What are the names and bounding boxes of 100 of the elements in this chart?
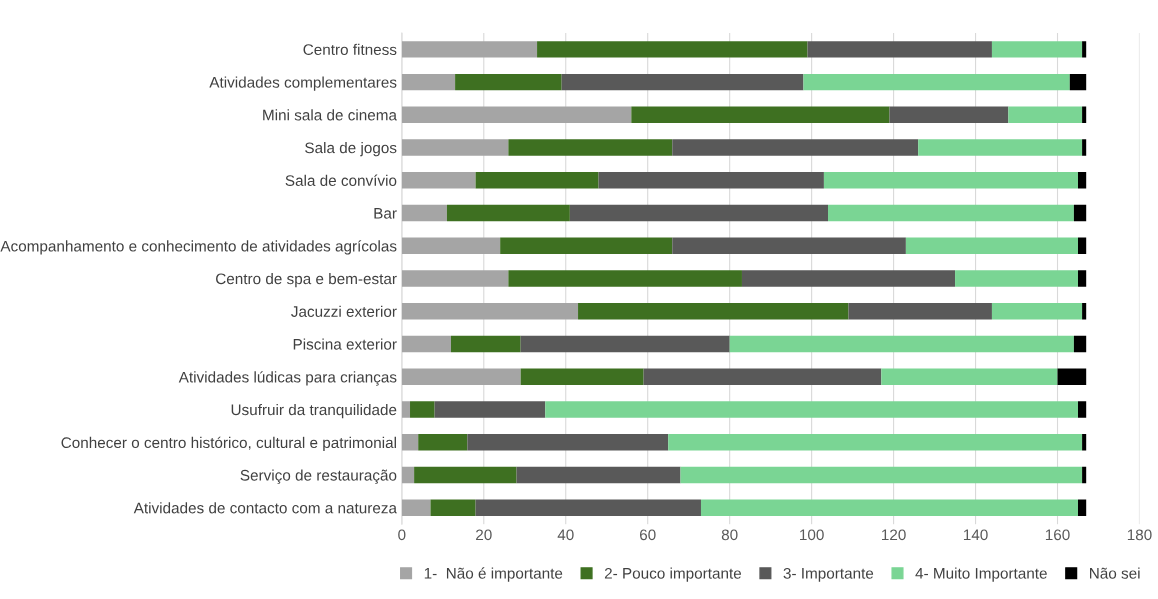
- x-tick-label: 180: [1127, 529, 1152, 541]
- bar: [455, 73, 562, 91]
- bar: [1082, 303, 1087, 320]
- bar: [807, 41, 992, 58]
- bar: [545, 401, 1078, 418]
- bar: [401, 41, 538, 58]
- bar: [401, 303, 579, 320]
- y-tick-label: Jacuzzi exterior: [291, 305, 397, 317]
- bar: [401, 73, 456, 91]
- bar: [1082, 106, 1087, 123]
- bar: [508, 139, 673, 156]
- bar: [823, 172, 1078, 189]
- y-tick-label: Atividades de contacto com a natureza: [133, 502, 397, 514]
- bar: [475, 172, 599, 189]
- bar: [729, 335, 1074, 353]
- bar: [401, 237, 501, 254]
- bar: [1057, 368, 1087, 385]
- legend-label: 2- Pouco importante: [604, 567, 742, 582]
- y-tick-label: Centro fitness: [303, 43, 397, 55]
- x-tick-label: 40: [557, 529, 574, 541]
- y-tick-label: Atividades lúdicas para crianças: [178, 371, 397, 386]
- bar: [598, 172, 824, 189]
- y-tick-label: Mini sala de cinema: [263, 109, 397, 121]
- bar: [680, 466, 1083, 484]
- bar: [1078, 401, 1087, 418]
- x-tick-label: 140: [963, 529, 988, 541]
- x-tick-label: 80: [721, 529, 738, 541]
- bar: [430, 499, 476, 516]
- bar: [1078, 499, 1087, 516]
- y-tick-label: Sala de jogos: [305, 142, 397, 157]
- bar: [401, 434, 419, 451]
- bar: [401, 139, 509, 156]
- y-tick-label: Conhecer o centro histórico, cultural e patrimonial: [61, 436, 396, 452]
- bar: [1069, 73, 1087, 91]
- bar: [881, 368, 1058, 385]
- x-tick-label: 160: [1045, 529, 1070, 541]
- legend-label: 1- Não é importante: [424, 567, 563, 582]
- bar: [500, 237, 673, 254]
- bar: [700, 499, 1078, 516]
- bar: [401, 401, 411, 418]
- y-tick-label: Bar: [374, 208, 397, 219]
- bar: [569, 204, 829, 222]
- bar: [803, 73, 1070, 91]
- legend-label: 3- Importante: [783, 567, 874, 582]
- y-tick-label: Atividades complementares: [209, 76, 397, 91]
- bar: [672, 139, 919, 156]
- bar: [1082, 434, 1087, 451]
- bar: [520, 368, 644, 385]
- x-tick-label: 20: [476, 529, 492, 541]
- bar: [475, 499, 701, 516]
- bar: [401, 270, 509, 287]
- bar: [668, 434, 1083, 451]
- x-tick-label: 120: [882, 529, 906, 541]
- bar: [401, 499, 431, 516]
- bar: [410, 401, 435, 418]
- bar: [434, 401, 546, 418]
- bar: [741, 270, 956, 287]
- y-tick-label: Serviço de restauração: [240, 469, 397, 484]
- legend-label: Não sei: [1090, 567, 1140, 579]
- bar: [401, 368, 521, 385]
- bar: [537, 41, 808, 58]
- bar: [1073, 204, 1087, 222]
- bar: [418, 434, 468, 451]
- y-tick-label: Usufruir da tranquilidade: [231, 403, 397, 419]
- bar: [643, 368, 882, 385]
- bar: [1082, 139, 1087, 156]
- bar: [905, 237, 1078, 254]
- bar: [848, 303, 992, 320]
- bar: [828, 204, 1074, 222]
- bar: [1073, 335, 1087, 353]
- bar: [918, 139, 1083, 156]
- bar: [451, 335, 521, 353]
- bar: [414, 466, 517, 484]
- bar: [889, 106, 1009, 123]
- bar: [991, 303, 1083, 320]
- bar: [578, 303, 849, 320]
- bar: [1082, 466, 1087, 484]
- bar: [1078, 172, 1087, 189]
- bar: [446, 204, 570, 222]
- x-tick-label: 100: [800, 529, 824, 541]
- bar: [631, 106, 890, 123]
- bar: [672, 237, 906, 254]
- bar: [991, 41, 1083, 58]
- bar: [561, 73, 804, 91]
- bar: [1078, 237, 1087, 254]
- x-tick-label: 60: [639, 529, 656, 541]
- bar: [516, 466, 681, 484]
- y-tick-label: Centro de spa e bem-estar: [216, 273, 397, 288]
- legend-label: 4- Muito Importante: [915, 567, 1047, 582]
- bar: [401, 204, 447, 222]
- x-tick-label: 0: [398, 529, 406, 541]
- y-tick-label: Sala de convívio: [285, 174, 397, 186]
- bar: [1078, 270, 1087, 287]
- bar: [1082, 41, 1087, 58]
- bar: [1008, 106, 1083, 123]
- bar: [467, 434, 669, 451]
- bar: [520, 335, 730, 353]
- bar: [955, 270, 1078, 287]
- y-tick-label: Acompanhamento e conhecimento de atividades agrícolas: [0, 240, 397, 255]
- bar: [401, 172, 476, 189]
